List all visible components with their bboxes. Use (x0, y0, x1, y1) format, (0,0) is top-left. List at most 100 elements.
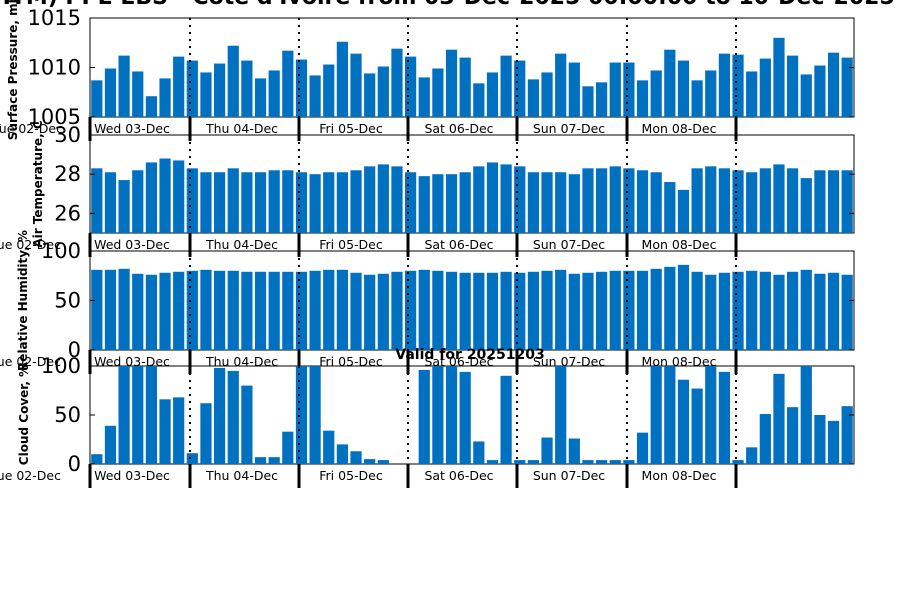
bar (555, 269, 567, 350)
bar (705, 70, 717, 117)
day-label: Mon 08-Dec (642, 354, 717, 369)
bar (214, 367, 226, 464)
bar (173, 397, 185, 464)
panel-3: 0 50 100 Wed 03-Dec Thu 04-Dec Fri 05-Dec Sat … (0, 230, 855, 374)
bar (691, 80, 703, 117)
bar (500, 271, 512, 350)
bar (664, 266, 676, 350)
y-axis-label: Surface Pressure, mb (6, 0, 20, 140)
bar (227, 168, 239, 233)
bar (473, 83, 485, 117)
day-label: Sat 06-Dec (424, 237, 493, 252)
bar (514, 272, 526, 350)
bar (787, 407, 799, 464)
bar (186, 270, 198, 350)
bar (555, 53, 567, 117)
bar (473, 166, 485, 233)
bar (432, 270, 444, 350)
bar (364, 274, 376, 350)
bar (718, 371, 730, 464)
bar (773, 373, 785, 464)
edge-day-label: Tue 02-Dec (0, 237, 61, 252)
ytick-label: 50 (54, 403, 81, 427)
bar (118, 180, 130, 233)
bar (582, 168, 594, 233)
day-label: Mon 08-Dec (642, 237, 717, 252)
bar (527, 460, 539, 464)
bar (664, 49, 676, 117)
bar (159, 78, 171, 117)
bar (323, 430, 335, 464)
ytick-label: 0 (68, 452, 81, 476)
bar (800, 269, 812, 350)
bar (432, 366, 444, 464)
bar (445, 271, 458, 350)
day-label: Sun 07-Dec (533, 468, 605, 483)
chart-title: CSA (ONHTM) PPE EBS - Cote d'Ivoire from… (0, 0, 900, 10)
bar (759, 271, 771, 350)
bar (200, 269, 212, 350)
day-label: Wed 03-Dec (94, 121, 170, 136)
bar (282, 170, 294, 233)
bar (746, 447, 758, 464)
bar (241, 60, 253, 117)
edge-day-label: Tue 02-Dec (0, 468, 61, 483)
bar (227, 370, 239, 464)
ytick-label: 28 (54, 162, 81, 186)
bar (445, 366, 458, 464)
bar (241, 271, 253, 350)
bar (214, 270, 226, 350)
bar (418, 369, 430, 464)
bar (677, 379, 690, 464)
bar (227, 45, 239, 117)
bar (705, 166, 717, 233)
bar (295, 366, 308, 464)
bar (746, 172, 758, 233)
y-axis-label: Relative Humidity, % (16, 230, 30, 371)
day-label: Thu 04-Dec (205, 468, 278, 483)
bar (814, 65, 826, 117)
bar (350, 272, 362, 350)
bar (718, 272, 730, 350)
bar (486, 162, 499, 233)
ytick-label: 26 (54, 201, 81, 225)
bar (787, 168, 799, 233)
bar (596, 82, 608, 117)
bar (596, 271, 608, 350)
bar (514, 60, 526, 117)
bar (623, 62, 635, 117)
bar (295, 271, 308, 350)
bar (214, 172, 226, 233)
bar (759, 168, 771, 233)
bar (104, 425, 117, 464)
bar (104, 68, 117, 117)
bar (268, 70, 280, 117)
bar (705, 366, 717, 464)
bar (568, 174, 580, 233)
bar (527, 79, 539, 117)
edge-day-label: Tue 02-Dec (0, 121, 63, 136)
bar (609, 460, 621, 464)
day-label: Thu 04-Dec (205, 121, 278, 136)
bar (377, 66, 389, 117)
bar (623, 168, 635, 233)
bar (677, 189, 690, 233)
y-axis-label: Air Temperature, C (31, 120, 45, 248)
bar (132, 366, 144, 464)
bar (91, 168, 103, 233)
bar (459, 371, 471, 464)
bar (459, 172, 471, 233)
bar (200, 403, 212, 464)
bar (500, 164, 512, 233)
bar (650, 268, 662, 350)
bar (159, 272, 171, 350)
bar (787, 55, 799, 117)
bar (145, 162, 157, 233)
bar (500, 55, 512, 117)
bar (841, 170, 853, 233)
bar (650, 366, 662, 464)
bar (664, 182, 676, 233)
bar (636, 80, 649, 117)
bar (173, 160, 185, 233)
